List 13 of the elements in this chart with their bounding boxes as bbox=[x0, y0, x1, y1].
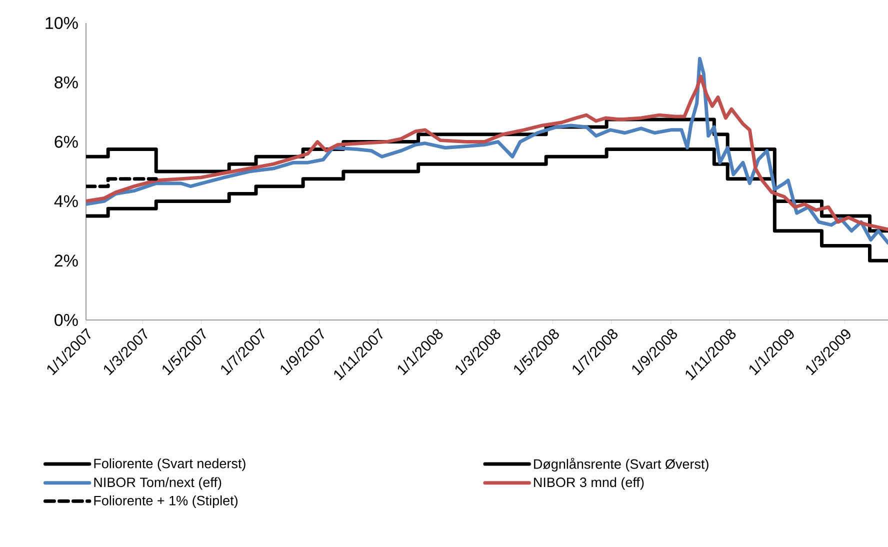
legend-label: Døgnlånsrente (Svart Øverst) bbox=[534, 458, 708, 472]
line-series bbox=[86, 56, 888, 245]
y-tick-label: 6% bbox=[54, 136, 78, 148]
y-tick-label: 2% bbox=[54, 254, 78, 267]
legend-label: NIBOR Tom/next (eff) bbox=[94, 477, 222, 490]
y-tick-label: 8% bbox=[54, 76, 78, 88]
y-tick-label: 4% bbox=[54, 195, 78, 208]
y-tick-label: 10% bbox=[46, 16, 78, 30]
line-series bbox=[86, 74, 888, 232]
legend-label: NIBOR 3 mnd (eff) bbox=[534, 477, 644, 490]
legend-label: Foliorente (Svart nederst) bbox=[94, 458, 246, 471]
legend-label: Foliorente + 1% (Stiplet) bbox=[94, 495, 238, 508]
y-tick-label: 0% bbox=[54, 314, 78, 326]
